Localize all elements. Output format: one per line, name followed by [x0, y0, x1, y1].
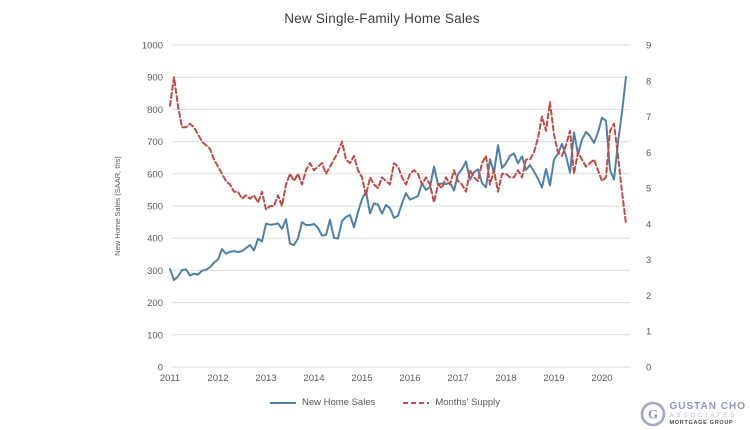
- legend-label-months-supply: Months' Supply: [435, 397, 501, 408]
- y-axis-title: New Home Sales (SAAR, ths): [113, 156, 122, 256]
- y-axis-right-tick-label: 6: [646, 148, 651, 159]
- y-axis-right-tick-label: 9: [646, 41, 651, 52]
- new-home-sales-line: [169, 75, 627, 282]
- y-axis-left-tick-label: 100: [147, 330, 163, 341]
- y-axis-left-tick-label: 700: [147, 137, 163, 148]
- logo-monogram: G: [647, 407, 657, 422]
- y-axis-right-tick-label: 3: [646, 255, 651, 266]
- x-axis-tick-label: 2012: [207, 373, 228, 384]
- y-axis-left-tick-label: 1000: [142, 41, 163, 52]
- y-axis-left-tick-label: 600: [147, 169, 163, 180]
- legend-item-new-home-sales: New Home Sales: [269, 397, 376, 408]
- y-axis-right-tick-label: 7: [646, 112, 651, 123]
- y-axis-left-tick-label: 900: [147, 73, 163, 84]
- y-axis-left-tick-label: 400: [147, 234, 163, 245]
- y-axis-left-tick-label: 500: [147, 202, 163, 213]
- logo-tagline-text: MORTGAGE GROUP: [669, 419, 734, 426]
- y-axis-left-tick-label: 0: [158, 363, 163, 374]
- x-axis-tick-label: 2011: [160, 373, 180, 384]
- gustan-cho-logo-icon: G: [640, 401, 665, 427]
- chart-title: New Single-Family Home Sales: [284, 11, 480, 26]
- y-axis-left-tick-label: 800: [147, 105, 163, 116]
- y-axis-right-tick-label: 1: [646, 327, 651, 338]
- x-axis-tick-label: 2020: [591, 373, 612, 384]
- x-axis-tick-label: 2017: [447, 373, 468, 384]
- y-axis-right-tick-label: 0: [646, 363, 651, 374]
- logo-subtitle-text: ASSOCIATES: [669, 413, 738, 420]
- x-axis-tick-label: 2013: [255, 373, 276, 384]
- x-axis-tick-label: 2014: [303, 373, 324, 384]
- x-axis-tick-label: 2016: [399, 373, 420, 384]
- x-axis-tick-label: 2015: [351, 373, 372, 384]
- y-axis-right-tick-label: 2: [646, 291, 651, 302]
- logo-name-text: GUSTAN CHO: [669, 400, 746, 412]
- y-axis-left-tick-label: 200: [147, 298, 163, 309]
- y-axis-right-tick-label: 4: [646, 219, 651, 230]
- x-axis-tick-label: 2018: [495, 373, 516, 384]
- legend-label-new-home-sales: New Home Sales: [301, 397, 376, 408]
- dashed-line-swatch-icon: [403, 401, 430, 404]
- y-axis-right-tick-label: 5: [646, 184, 651, 195]
- legend-item-months-supply: Months' Supply: [403, 397, 500, 408]
- chart-legend: New Home Sales Months' Supply: [140, 397, 630, 408]
- months-supply-line: [169, 76, 627, 225]
- y-axis-right-tick-label: 8: [646, 76, 651, 87]
- gustan-cho-logo: G GUSTAN CHO ASSOCIATES MORTGAGE GROUP: [640, 401, 746, 427]
- y-axis-left-tick-label: 300: [147, 266, 163, 277]
- solid-line-swatch-icon: [269, 401, 296, 404]
- x-axis-tick-label: 2019: [543, 373, 564, 384]
